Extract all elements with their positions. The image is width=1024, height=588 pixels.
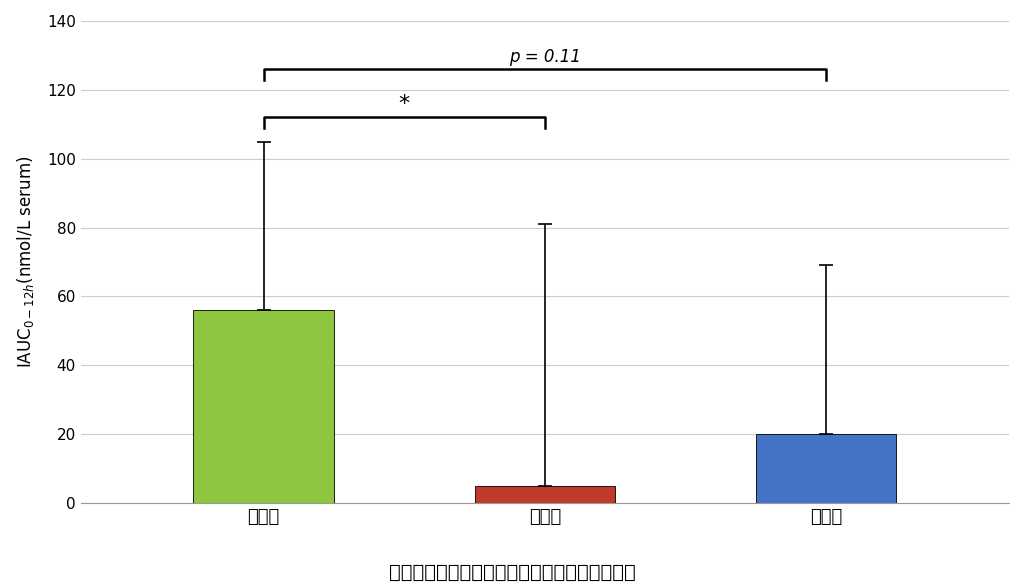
- Bar: [474, 486, 615, 503]
- Y-axis label: IAUC$_{0-12h}$(nmol/L serum): IAUC$_{0-12h}$(nmol/L serum): [15, 156, 36, 368]
- Text: 摂取後の血中のリコピン濃度の変化量（積算）: 摂取後の血中のリコピン濃度の変化量（積算）: [389, 563, 635, 582]
- Bar: [194, 310, 334, 503]
- Text: *: *: [398, 94, 410, 114]
- Text: p = 0.11: p = 0.11: [509, 48, 581, 66]
- Bar: [756, 434, 896, 503]
